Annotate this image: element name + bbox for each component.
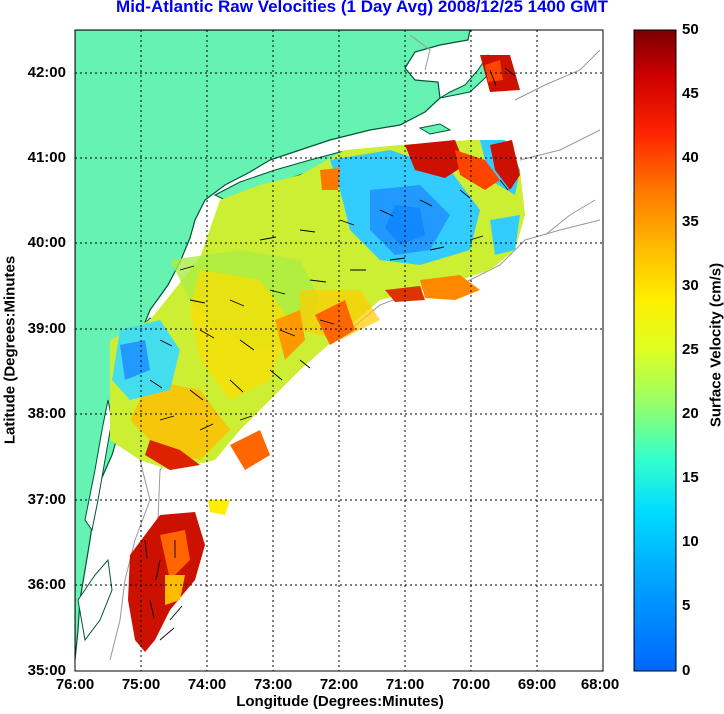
- x-tick-label: 70:00: [451, 676, 491, 693]
- y-axis-label: Latitude (Degrees:Minutes: [1, 255, 19, 445]
- x-tick-label: 68:00: [580, 676, 620, 693]
- marthas-vineyard: [418, 123, 452, 135]
- x-tick-label: 75:00: [121, 676, 161, 693]
- colorbar-tick: 50: [682, 21, 699, 38]
- x-tick-label: 74:00: [187, 676, 227, 693]
- velocity-arrows: [144, 67, 516, 641]
- x-axis-label: Longitude (Degrees:Minutes): [236, 693, 444, 710]
- x-tick-label: 71:00: [385, 676, 425, 693]
- colorbar-tick: 25: [682, 341, 699, 358]
- y-tick-label: 37:00: [27, 491, 66, 508]
- colorbar-tick: 45: [682, 85, 699, 102]
- colorbar-tick: 10: [682, 533, 699, 550]
- x-tick-label: 76:00: [55, 676, 95, 693]
- colorbar-tick: 35: [682, 213, 699, 230]
- x-tick-label: 69:00: [517, 676, 557, 693]
- colorbar-tick: 5: [682, 597, 691, 614]
- pamlico-sound: [77, 558, 113, 642]
- velocity-field: [110, 55, 525, 652]
- y-tick-label: 41:00: [27, 149, 66, 166]
- y-tick-label: 40:00: [27, 234, 66, 251]
- plot-frame: [74, 29, 604, 672]
- y-tick-label: 39:00: [27, 320, 66, 337]
- y-tick-label: 38:00: [27, 405, 66, 422]
- y-tick-label: 35:00: [27, 662, 66, 679]
- colorbar-tick: 30: [682, 277, 699, 294]
- y-tick-label: 36:00: [27, 576, 66, 593]
- colorbar-tick: 40: [682, 149, 699, 166]
- colorbar-tick: 20: [682, 405, 699, 422]
- colorbar-label: Surface Velocity (cm/s): [707, 262, 724, 428]
- colorbar: [633, 29, 677, 672]
- grid: [75, 30, 603, 671]
- y-tick-label: 42:00: [27, 64, 66, 81]
- colorbar-tick: 15: [682, 469, 699, 486]
- map-title: Mid-Atlantic Raw Velocities (1 Day Avg) …: [116, 0, 608, 16]
- colorbar-tick: 0: [682, 662, 691, 679]
- x-tick-label: 73:00: [253, 676, 293, 693]
- x-tick-label: 72:00: [319, 676, 359, 693]
